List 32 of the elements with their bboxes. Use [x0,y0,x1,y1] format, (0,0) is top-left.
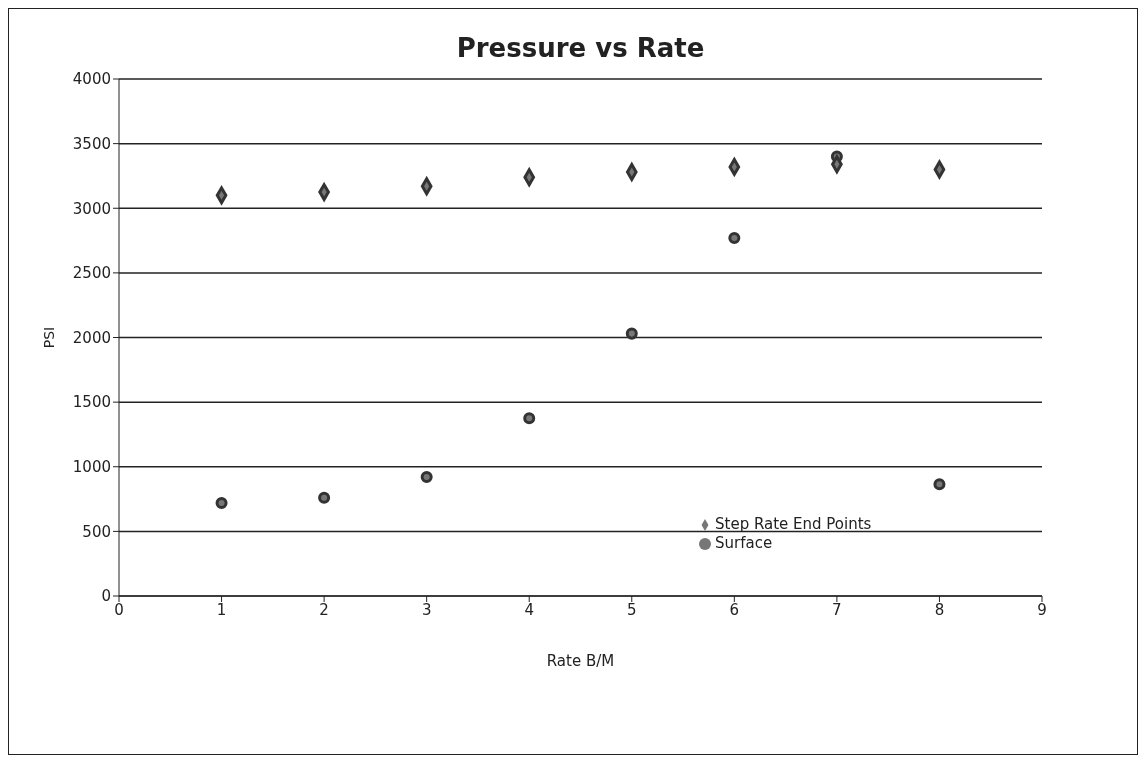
x-tick-label: 6 [729,600,740,619]
x-tick-label: 0 [114,600,124,619]
y-tick-label: 500 [82,522,111,541]
x-tick-label: 4 [524,600,534,619]
y-tick-label: 2500 [72,264,111,283]
point [933,478,946,491]
y-tick-label: 1500 [72,393,111,412]
point [523,412,536,425]
x-tick-label: 7 [832,600,842,619]
y-tick-label: 3500 [72,134,111,153]
x-tick-label: 8 [934,600,945,619]
point [215,496,228,509]
point [625,327,638,340]
y-tick-label: 4000 [72,70,111,89]
point [625,163,638,181]
chart-title: Pressure vs Rate [456,33,705,63]
y-tick-label: 0 [101,587,111,606]
y-tick-label: 2000 [72,328,111,347]
x-tick-label: 1 [216,600,227,619]
x-tick-label: 3 [421,600,432,619]
legend-label: Surface [715,534,773,552]
y-axis-title: PSI [40,326,57,349]
x-tick-label: 5 [627,600,637,619]
x-tick-label: 2 [319,600,329,619]
point [420,471,433,484]
x-tick-label: 9 [1037,600,1047,619]
point [318,491,331,504]
y-tick-label: 3000 [72,199,111,218]
legend-label: Step Rate End Points [715,515,872,533]
y-tick-label: 1000 [72,458,111,477]
x-axis-title: Rate B/M [546,652,615,670]
point [728,231,741,244]
